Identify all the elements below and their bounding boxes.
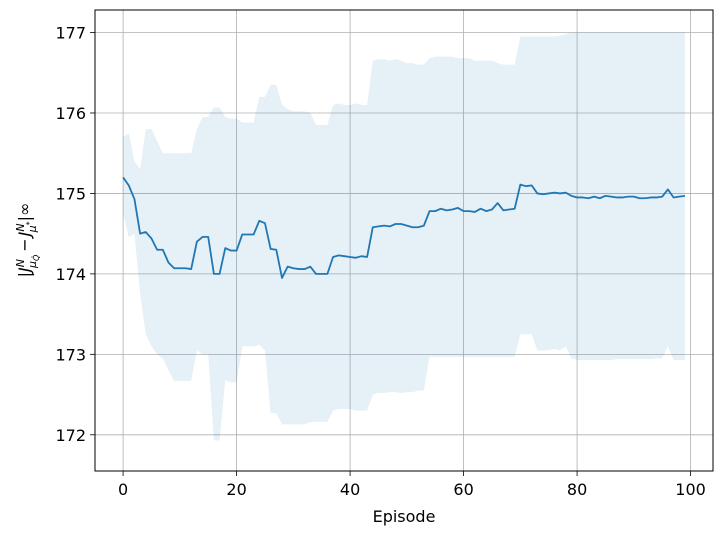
x-axis: 0 20 40 60 80 100: [118, 471, 706, 499]
y-tick-label: 174: [55, 265, 86, 284]
x-axis-label: Episode: [373, 507, 436, 526]
y-tick-label: 172: [55, 426, 86, 445]
grid: [95, 10, 713, 471]
x-tick-label: 100: [675, 480, 706, 499]
y-tick-label: 176: [55, 104, 86, 123]
mean-line: [122, 176, 686, 279]
y-tick-label: 173: [55, 345, 86, 364]
x-tick-label: 60: [453, 480, 473, 499]
x-tick-label: 40: [340, 480, 360, 499]
y-axis: 172 173 174 175 176 177: [55, 24, 95, 445]
y-tick-label: 177: [55, 24, 86, 43]
plot-frame: [94, 9, 714, 472]
confidence-band: [123, 32, 685, 441]
y-axis-label: |JNμQ̂−JNμ*|∞: [14, 203, 41, 278]
x-tick-label: 20: [226, 480, 246, 499]
y-tick-label: 175: [55, 184, 86, 203]
x-tick-label: 80: [567, 480, 587, 499]
x-tick-label: 0: [118, 480, 128, 499]
